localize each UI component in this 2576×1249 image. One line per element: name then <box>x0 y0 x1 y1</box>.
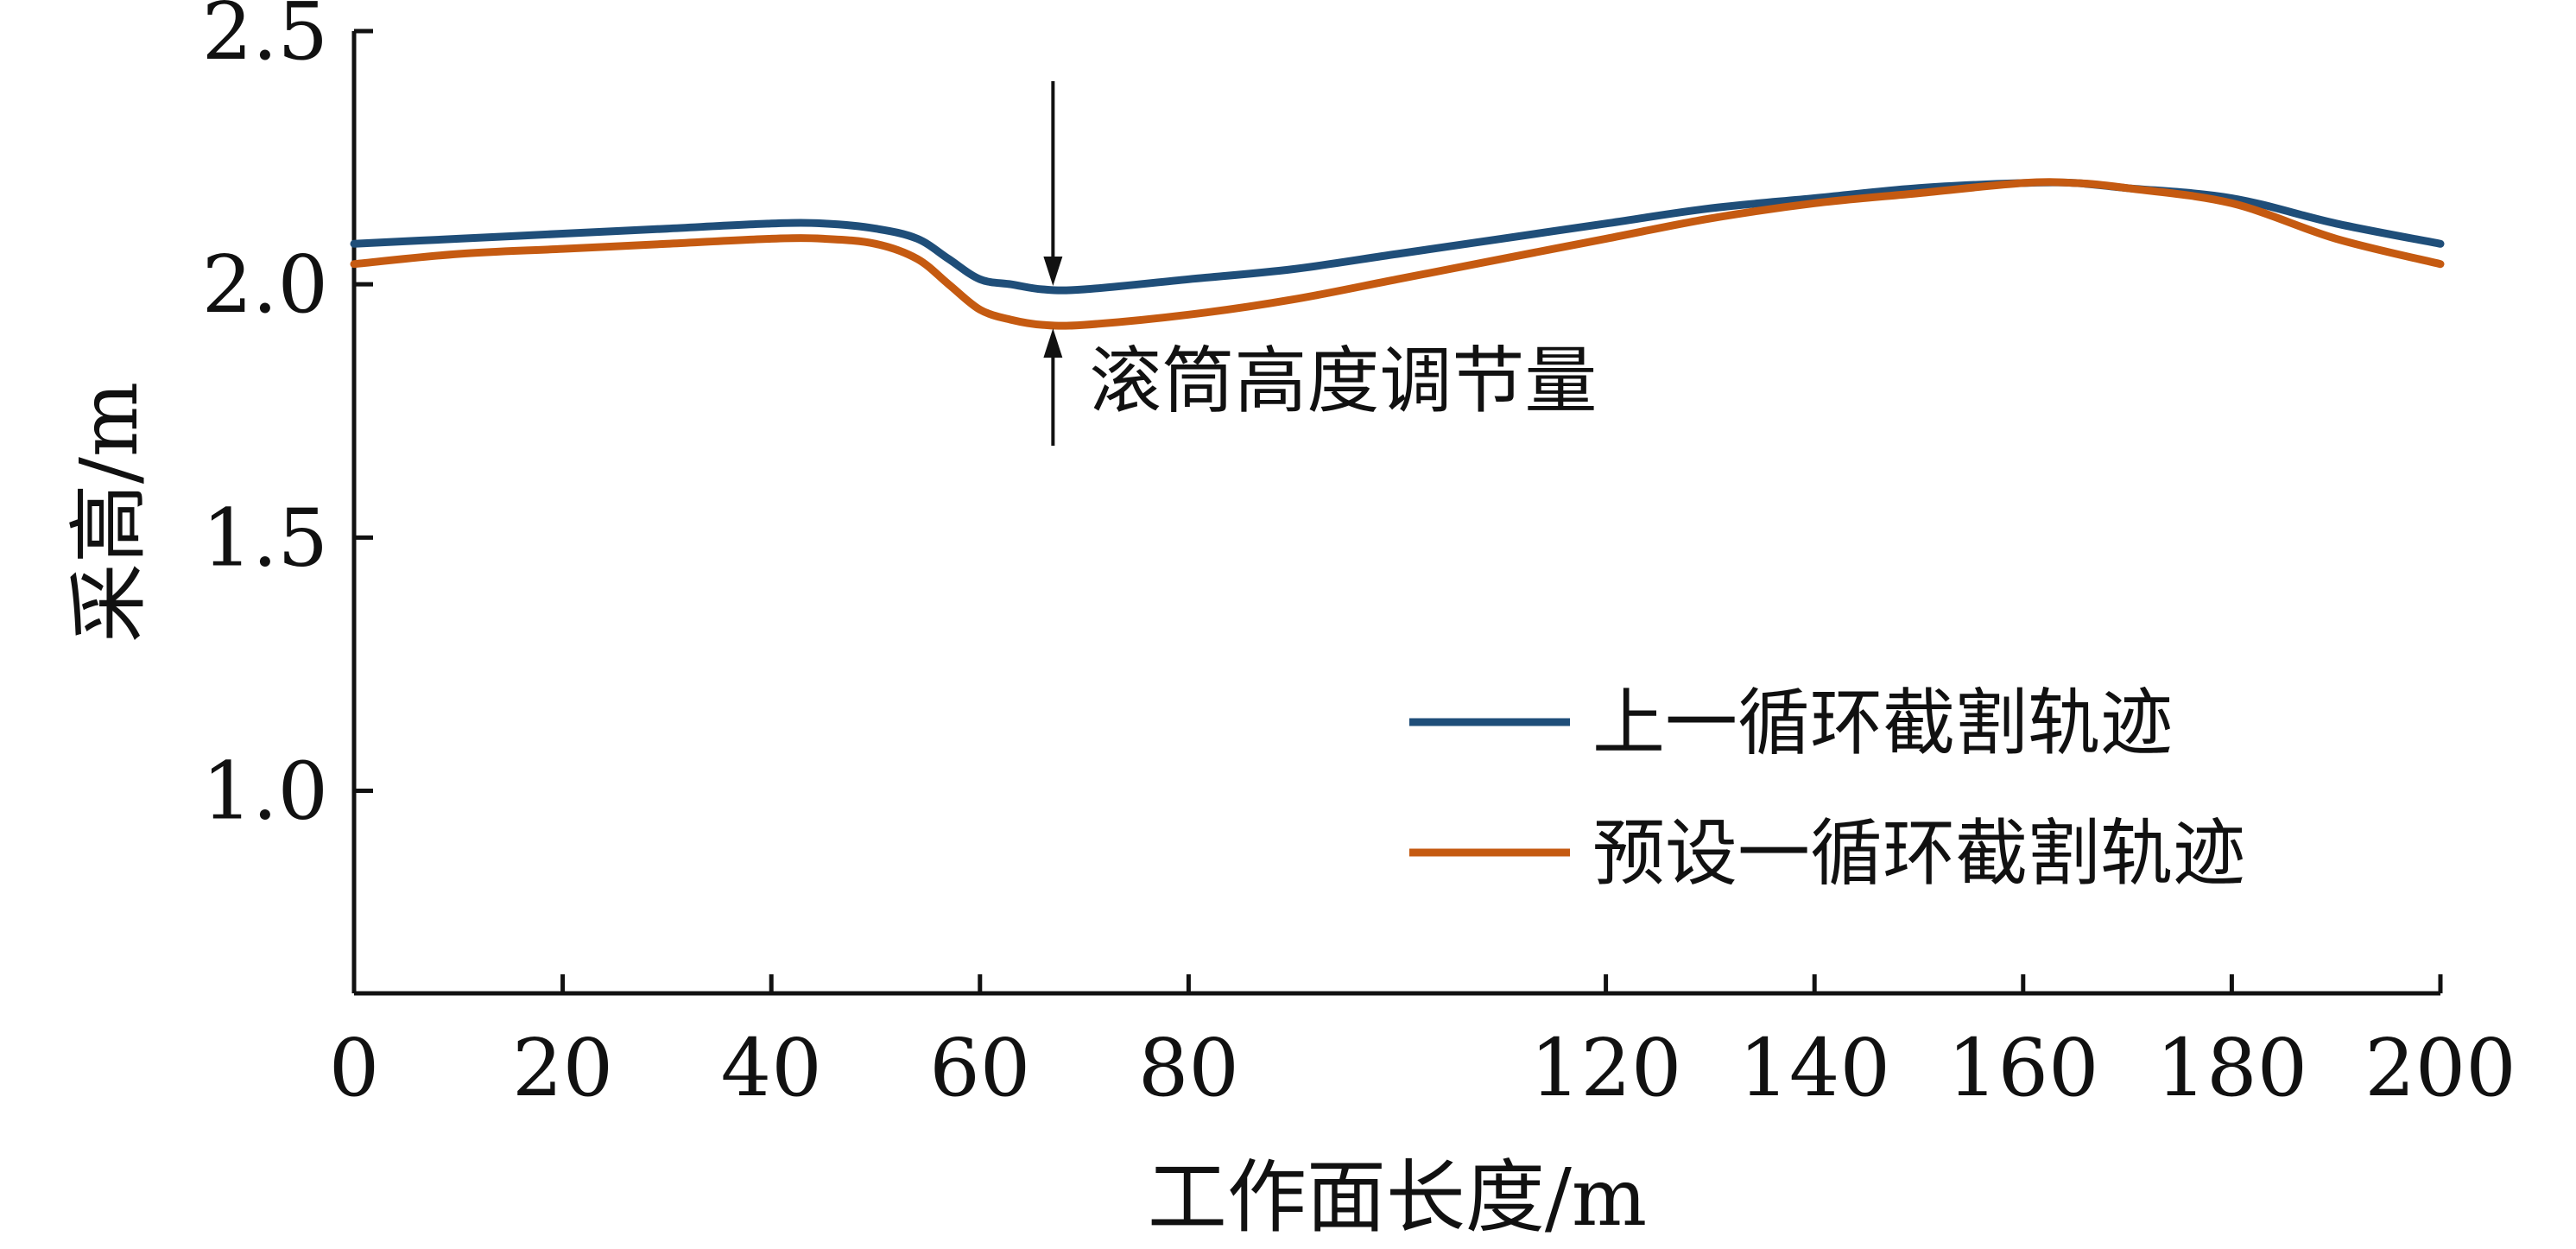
legend: 上一循环截割轨迹 预设一循环截割轨迹 <box>1409 681 2245 896</box>
annotation-up-arrow-icon <box>1043 328 1063 358</box>
y-tick-label: 1.0 <box>202 745 328 837</box>
annotation-label: 滚筒高度调节量 <box>1089 339 1597 423</box>
series-line-preset-cycle <box>350 178 2445 330</box>
x-tick-label: 40 <box>721 1022 822 1114</box>
x-axis-title: 工作面长度/m <box>1148 1151 1647 1244</box>
y-tick-label: 2.0 <box>202 238 328 331</box>
axes <box>351 31 2440 996</box>
x-tick-label: 0 <box>329 1022 380 1114</box>
x-tick-label: 160 <box>1947 1022 2099 1114</box>
x-tick-label: 180 <box>2156 1022 2308 1114</box>
x-ticks: 0 20 40 60 80 120 140 160 180 200 <box>329 974 2516 1114</box>
x-tick-label: 80 <box>1138 1022 1239 1114</box>
annotation-down-arrow-icon <box>1043 257 1063 287</box>
annotation: 滚筒高度调节量 <box>1043 81 1597 446</box>
x-tick-label: 120 <box>1530 1022 1682 1114</box>
legend-label-previous-cycle: 上一循环截割轨迹 <box>1592 681 2173 765</box>
x-tick-label: 200 <box>2364 1022 2516 1114</box>
series-group <box>350 178 2445 330</box>
y-ticks: 1.0 1.5 2.0 2.5 <box>202 0 373 837</box>
legend-label-preset-cycle: 预设一循环截割轨迹 <box>1592 811 2245 896</box>
series-line-previous-cycle <box>350 178 2445 295</box>
x-tick-label: 20 <box>512 1022 613 1114</box>
y-axis-title: 采高/m <box>63 382 155 643</box>
y-tick-label: 1.5 <box>202 491 328 584</box>
x-tick-label: 140 <box>1738 1022 1890 1114</box>
x-tick-label: 60 <box>929 1022 1030 1114</box>
y-tick-label: 2.5 <box>202 0 328 78</box>
